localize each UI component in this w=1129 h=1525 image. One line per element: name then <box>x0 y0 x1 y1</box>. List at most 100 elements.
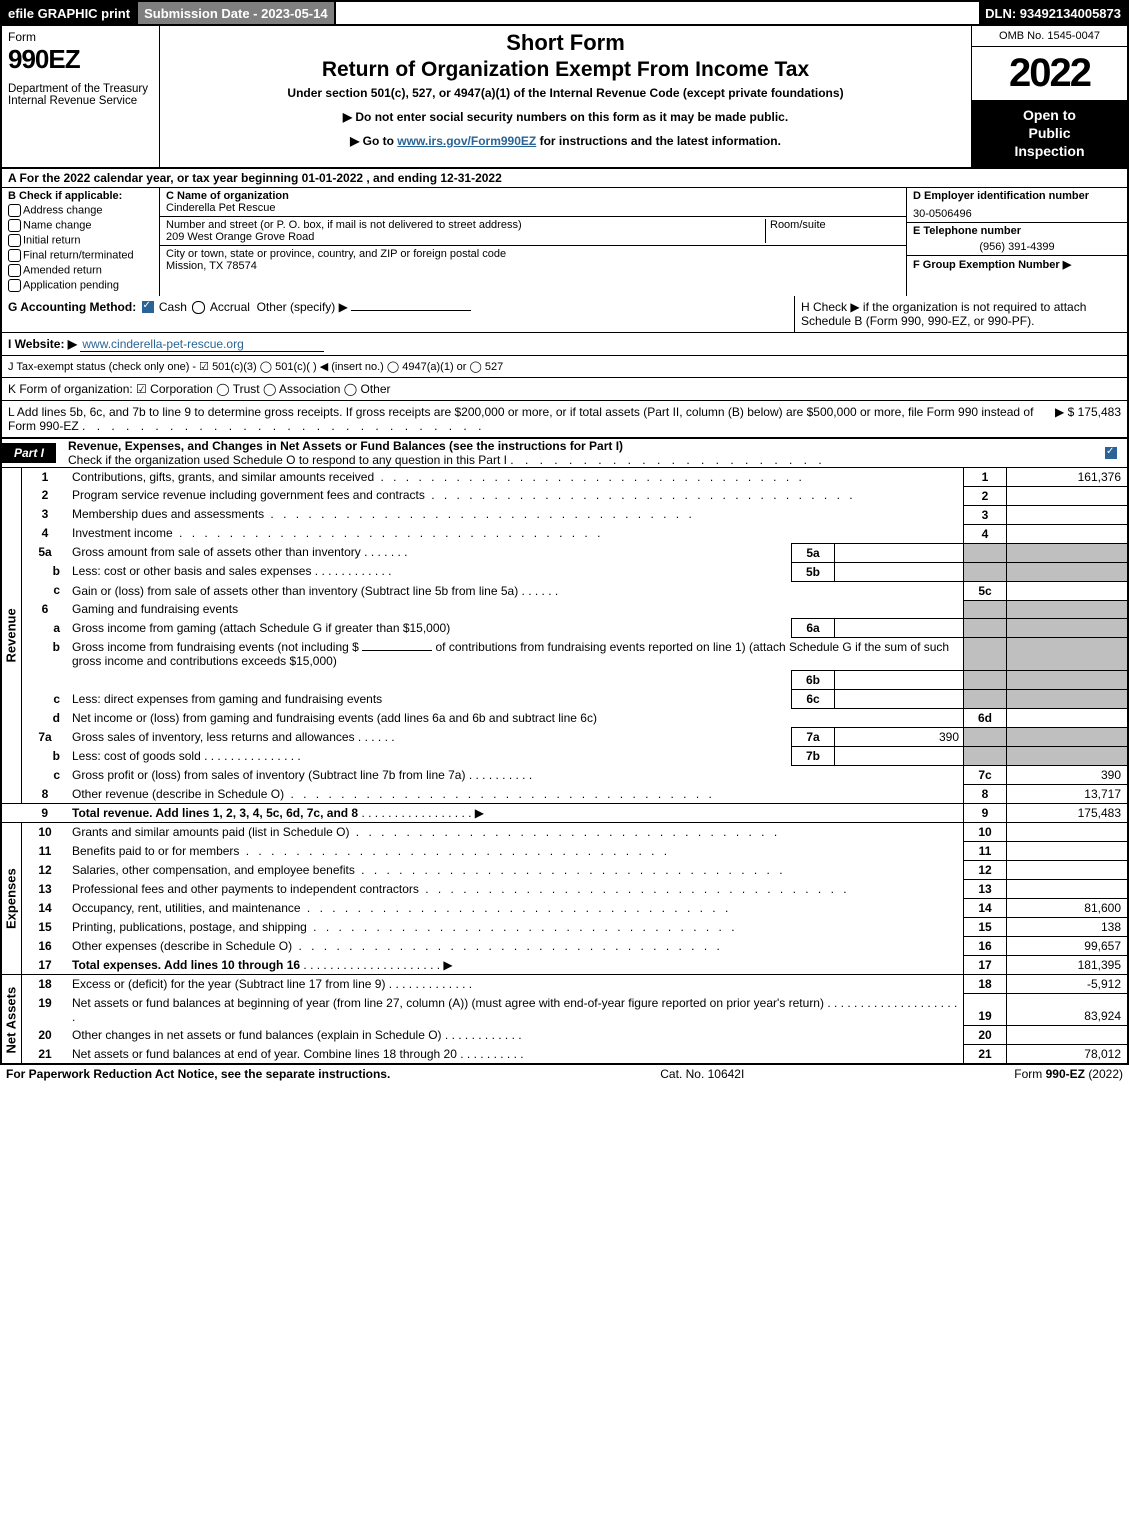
line-7a-num: 7a <box>22 728 69 747</box>
line-5b-shaded-amt <box>1007 562 1129 581</box>
line-6d-num: d <box>22 709 69 728</box>
form-number: 990EZ <box>8 44 153 75</box>
line-5b-inum: 5b <box>792 562 835 581</box>
cb-address-change[interactable]: Address change <box>8 204 153 217</box>
line-16-desc: Other expenses (describe in Schedule O) <box>72 939 292 953</box>
line-7b-inum: 7b <box>792 747 835 766</box>
line-3-rnum: 3 <box>964 505 1007 524</box>
line-13-desc: Professional fees and other payments to … <box>72 882 419 896</box>
cb-amended-return[interactable]: Amended return <box>8 264 153 277</box>
line-9-desc: Total revenue. Add lines 1, 2, 3, 4, 5c,… <box>72 806 358 820</box>
line-16-amt: 99,657 <box>1007 937 1129 956</box>
line-8-amt: 13,717 <box>1007 785 1129 804</box>
line-6a-shaded-amt <box>1007 619 1129 638</box>
line-10-rnum: 10 <box>964 823 1007 842</box>
section-k: K Form of organization: ☑ Corporation ◯ … <box>2 378 1127 400</box>
accounting-cash: Cash <box>159 300 187 314</box>
line-11-desc: Benefits paid to or for members <box>72 844 239 858</box>
line-1-num: 1 <box>22 467 69 486</box>
line-15-rnum: 15 <box>964 918 1007 937</box>
efile-label[interactable]: efile GRAPHIC print <box>2 2 136 24</box>
cb-application-pending[interactable]: Application pending <box>8 279 153 292</box>
line-6c-shaded <box>964 690 1007 709</box>
line-18-rnum: 18 <box>964 975 1007 994</box>
line-5a-desc: Gross amount from sale of assets other t… <box>72 545 361 559</box>
irs-link[interactable]: www.irs.gov/Form990EZ <box>397 134 536 148</box>
cb-cash-icon <box>142 301 154 313</box>
line-7a-inum: 7a <box>792 728 835 747</box>
tax-year: 2022 <box>972 47 1127 100</box>
line-19-num: 19 <box>22 994 69 1026</box>
line-10-num: 10 <box>22 823 69 842</box>
title-return: Return of Organization Exempt From Incom… <box>168 58 963 82</box>
accounting-other-input[interactable] <box>351 310 471 311</box>
line-14-desc: Occupancy, rent, utilities, and maintena… <box>72 901 301 915</box>
addr-value: 209 West Orange Grove Road <box>166 231 765 243</box>
line-15-amt: 138 <box>1007 918 1129 937</box>
part1-checkbox[interactable] <box>1103 446 1127 460</box>
line-14-amt: 81,600 <box>1007 899 1129 918</box>
line-12-amt <box>1007 861 1129 880</box>
line-6a-inum: 6a <box>792 619 835 638</box>
accounting-label: G Accounting Method: <box>8 300 136 314</box>
line-4-desc: Investment income <box>72 526 173 540</box>
line-11-num: 11 <box>22 842 69 861</box>
line-12-desc: Salaries, other compensation, and employ… <box>72 863 355 877</box>
line-20-desc: Other changes in net assets or fund bala… <box>72 1028 442 1042</box>
line-7c-num: c <box>22 766 69 785</box>
checkbox-list: Address change Name change Initial retur… <box>8 204 153 292</box>
line-6b-iamt <box>835 671 964 690</box>
expenses-side-label: Expenses <box>1 823 22 975</box>
section-b: B Check if applicable: Address change Na… <box>2 188 160 296</box>
line-7c-amt: 390 <box>1007 766 1129 785</box>
line-6a-iamt <box>835 619 964 638</box>
line-6b-desc: Gross income from fundraising events (no… <box>68 638 964 671</box>
top-bar: efile GRAPHIC print Submission Date - 20… <box>0 0 1129 24</box>
line-4-num: 4 <box>22 524 69 543</box>
phone-value: (956) 391-4399 <box>913 241 1121 253</box>
line-12-num: 12 <box>22 861 69 880</box>
line-2-amt <box>1007 486 1129 505</box>
city-label: City or town, state or province, country… <box>166 248 506 260</box>
cb-initial-return[interactable]: Initial return <box>8 234 153 247</box>
row-k: K Form of organization: ☑ Corporation ◯ … <box>0 378 1129 401</box>
line-7c-desc: Gross profit or (loss) from sales of inv… <box>72 768 465 782</box>
note2-prefix: ▶ Go to <box>350 134 397 148</box>
line-13-num: 13 <box>22 880 69 899</box>
row-g-h: G Accounting Method: Cash Accrual Other … <box>0 296 1129 333</box>
line-21-amt: 78,012 <box>1007 1045 1129 1065</box>
line-2-num: 2 <box>22 486 69 505</box>
line-7a-iamt: 390 <box>835 728 964 747</box>
footer-center: Cat. No. 10642I <box>660 1067 744 1081</box>
line-3-amt <box>1007 505 1129 524</box>
line-19-rnum: 19 <box>964 994 1007 1026</box>
ein-label: D Employer identification number <box>913 190 1121 202</box>
line-20-num: 20 <box>22 1026 69 1045</box>
section-a: A For the 2022 calendar year, or tax yea… <box>0 169 1129 188</box>
line-6b-inum: 6b <box>792 671 835 690</box>
line-6c-num: c <box>22 690 69 709</box>
cb-name-change[interactable]: Name change <box>8 219 153 232</box>
section-d: D Employer identification number 30-0506… <box>906 188 1127 296</box>
line-6b-input[interactable] <box>362 650 432 651</box>
line-7b-iamt <box>835 747 964 766</box>
line-5b-iamt <box>835 562 964 581</box>
line-9-rnum: 9 <box>964 804 1007 823</box>
line-11-amt <box>1007 842 1129 861</box>
line-7b-num: b <box>22 747 69 766</box>
line-4-rnum: 4 <box>964 524 1007 543</box>
line-18-num: 18 <box>22 975 69 994</box>
row-l: L Add lines 5b, 6c, and 7b to line 9 to … <box>0 401 1129 438</box>
section-b-label: B Check if applicable: <box>8 190 153 202</box>
header-right: OMB No. 1545-0047 2022 Open to Public In… <box>971 26 1127 167</box>
website-link[interactable]: www.cinderella-pet-rescue.org <box>82 337 243 351</box>
line-7b-desc: Less: cost of goods sold <box>72 749 201 763</box>
accounting-accrual: Accrual <box>210 300 250 314</box>
phone-label: E Telephone number <box>913 225 1121 237</box>
line-6c-shaded-amt <box>1007 690 1129 709</box>
line-1-rnum: 1 <box>964 467 1007 486</box>
line-1-amt: 161,376 <box>1007 467 1129 486</box>
cb-final-return[interactable]: Final return/terminated <box>8 249 153 262</box>
line-15-num: 15 <box>22 918 69 937</box>
accounting-other: Other (specify) ▶ <box>257 300 348 314</box>
